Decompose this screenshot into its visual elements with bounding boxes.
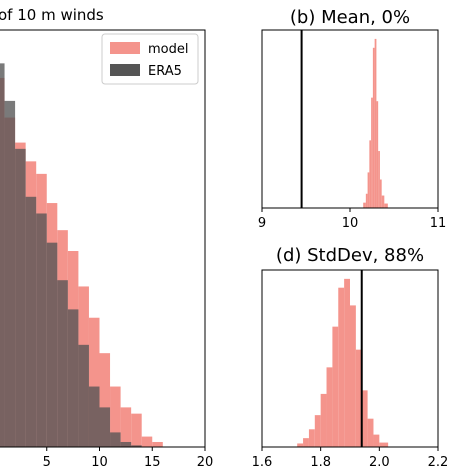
panel-b-bar — [381, 195, 385, 208]
era5-bar — [120, 441, 132, 447]
legend-label-era5: ERA5 — [148, 64, 182, 79]
panel-b-bar — [378, 151, 380, 208]
panel-d-bar — [303, 438, 309, 447]
legend: model ERA5 — [101, 33, 199, 85]
panel-d-x-tick-label: 2.0 — [369, 455, 390, 470]
model-bar — [88, 317, 100, 447]
panel-a-x-tick-label: 15 — [144, 455, 161, 470]
panel-b-x-tick-label: 11 — [430, 216, 447, 231]
panel-d-bar — [338, 287, 345, 447]
era5-bar — [78, 344, 89, 447]
panel-b-bars — [300, 30, 388, 209]
model-bar — [152, 441, 163, 447]
era5-bar — [15, 148, 26, 447]
panel-d-bar — [344, 278, 350, 447]
era5-bar — [0, 63, 5, 448]
panel-d-bar — [367, 418, 374, 447]
panel-b-bar — [372, 47, 375, 208]
panel-d-bar — [361, 390, 368, 447]
panel-d-bar — [355, 349, 362, 447]
era5-bar — [88, 386, 100, 447]
legend-label-model: model — [148, 42, 188, 57]
panel-d-x-tick-label: 1.8 — [310, 455, 331, 470]
era5-bar — [131, 445, 142, 447]
era5-bar — [4, 100, 16, 447]
panel-d-bar — [297, 443, 304, 447]
panel-b-bar — [367, 172, 370, 208]
model-bar — [120, 407, 132, 447]
panel-b-x-tick-label: 10 — [342, 216, 359, 231]
era5-bar — [67, 309, 79, 447]
panel-b-x-tick-label: 9 — [258, 216, 266, 231]
panel-d-title: (d) StdDev, 88% — [276, 245, 424, 266]
model-bar — [141, 436, 153, 447]
model-bar — [110, 386, 121, 447]
panel-d-bar — [373, 434, 380, 447]
panel-b-title: (b) Mean, 0% — [290, 7, 410, 28]
panel-b-bar — [365, 193, 368, 208]
era5-bar — [36, 213, 47, 447]
panel-wind-histogram: of 10 m winds 05101520 model ERA5 — [0, 6, 213, 470]
era5-bar — [99, 407, 111, 447]
panel-b-bar — [379, 179, 382, 208]
era5-bar — [110, 432, 121, 447]
panel-b-frame — [261, 29, 439, 209]
panel-b-bar — [371, 97, 373, 208]
panel-d-bar — [326, 367, 333, 447]
panel-a-axes: 05101520 — [0, 29, 214, 470]
panel-d-bar — [350, 305, 356, 447]
panel-d-frame — [261, 269, 439, 448]
panel-d-x-tick-label: 1.6 — [252, 455, 273, 470]
panel-b-bar — [369, 140, 372, 208]
panel-d-bar — [320, 393, 327, 447]
panel-a-x-tick-label: 5 — [43, 455, 51, 470]
panel-a-x-tick-label: 10 — [91, 455, 108, 470]
era5-bar — [46, 242, 58, 447]
panel-b-axes: 9 10 11 — [258, 29, 447, 231]
panel-d-bar — [308, 429, 315, 447]
panel-b-bar — [376, 101, 379, 208]
panel-mean: (b) Mean, 0% 9 10 11 — [258, 7, 446, 231]
panel-d-bars — [297, 270, 389, 447]
era5-bar — [57, 280, 68, 447]
panel-b-bar — [374, 38, 377, 209]
panel-stddev: (d) StdDev, 88% 1.6 1.8 2.0 2.2 — [252, 245, 449, 470]
model-bar — [99, 353, 111, 447]
panel-d-axes: 1.6 1.8 2.0 2.2 — [252, 269, 449, 470]
panel-b-bar — [384, 203, 388, 208]
panel-d-x-tick-label: 2.2 — [428, 455, 449, 470]
panel-b-bar — [363, 202, 366, 208]
panel-d-bar — [314, 415, 321, 447]
panel-a-x-tick-label: 20 — [197, 455, 214, 470]
panel-a-title: of 10 m winds — [0, 6, 104, 24]
era5-bar — [25, 196, 37, 447]
panel-d-bar — [379, 442, 389, 447]
legend-swatch-era5 — [110, 64, 140, 76]
panel-a-bars — [0, 63, 163, 448]
model-bar — [131, 413, 142, 447]
panel-d-bar — [332, 326, 339, 447]
legend-swatch-model — [110, 42, 140, 54]
